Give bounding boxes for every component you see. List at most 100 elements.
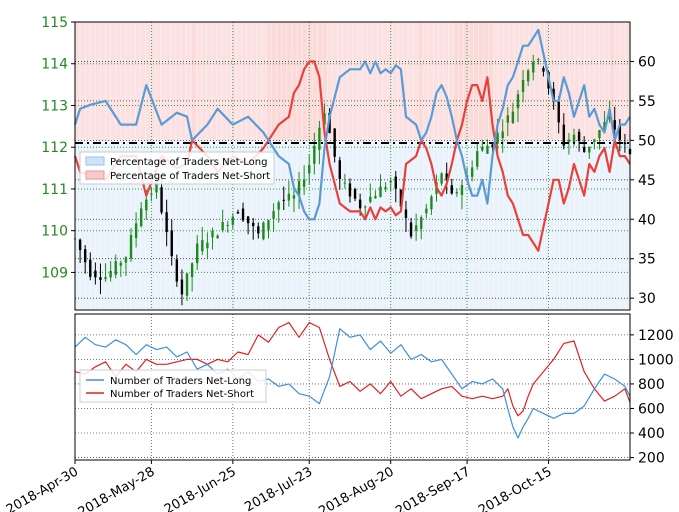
net-short-fill-segment (534, 22, 540, 141)
candle-body (211, 231, 214, 238)
net-short-fill-segment (347, 22, 354, 141)
net-long-fill-segment (191, 140, 197, 310)
candle-body (196, 243, 199, 264)
net-short-fill-segment (589, 22, 596, 141)
candle-body (358, 199, 362, 209)
net-short-fill-segment (488, 22, 495, 141)
net-short-fill-segment (145, 22, 152, 141)
net-short-fill-segment (206, 22, 212, 141)
net-short-fill-segment (90, 22, 96, 141)
net-long-fill-segment (211, 140, 217, 310)
candle-body (562, 124, 566, 146)
net-long-fill-segment (564, 140, 571, 310)
candle-body (104, 277, 107, 280)
candle-body (440, 173, 443, 184)
net-short-fill-segment (453, 22, 460, 141)
net-long-fill-segment (95, 140, 101, 310)
net-long-fill-segment (377, 140, 384, 310)
net-short-fill-segment (352, 22, 359, 141)
net-long-fill-segment (619, 140, 626, 310)
candle-body (582, 147, 586, 152)
net-short-fill-segment (609, 22, 616, 141)
net-short-fill-segment (529, 22, 535, 141)
candle-body (94, 270, 97, 278)
candle-body (379, 186, 382, 198)
net-long-fill-segment (160, 140, 167, 310)
net-long-fill-segment (312, 140, 318, 310)
candle-body (129, 235, 133, 259)
net-short-fill-segment (337, 22, 344, 141)
net-long-fill-segment (594, 140, 601, 310)
net-long-fill-segment (589, 140, 596, 310)
net-long-fill-segment (241, 140, 248, 310)
candle-body (532, 62, 535, 73)
candle-body (206, 242, 209, 249)
bottom-panel: 200 400 600 800 1000 1200 Number of Traders N… (74, 313, 674, 467)
net-long-fill-segment (539, 140, 545, 310)
net-long-fill-segment (216, 140, 222, 310)
date-tick-label: 2018-Jul-23 (242, 464, 315, 512)
net-short-fill-segment (579, 22, 586, 141)
percent-tick-label: 45 (638, 173, 656, 189)
net-long-fill-segment (397, 140, 404, 310)
legend-swatch-net-long (85, 156, 105, 166)
net-short-fill-segment (433, 22, 439, 141)
candle-body (389, 180, 392, 183)
net-short-fill-segment (428, 22, 434, 141)
candle-body (180, 279, 184, 295)
candle-body (486, 145, 489, 154)
net-long-fill-segment (508, 140, 515, 310)
candle-body (399, 189, 403, 207)
candle-body (506, 115, 509, 123)
net-short-fill-segment (180, 22, 187, 141)
net-short-fill-segment (251, 22, 258, 141)
date-tick-label: 2018-Oct-15 (476, 464, 554, 512)
net-short-fill-segment (594, 22, 601, 141)
percent-tick-label: 40 (638, 212, 656, 228)
net-long-fill-segment (186, 140, 192, 310)
net-long-fill-segment (513, 140, 520, 310)
net-long-fill-segment (135, 140, 142, 310)
candle-body (175, 259, 179, 282)
net-long-fill-segment (443, 140, 449, 310)
candle-body (445, 173, 448, 181)
net-long-fill-segment (327, 140, 333, 310)
candle-body (246, 216, 250, 224)
net-short-fill-segment (120, 22, 127, 141)
candle-body (338, 160, 341, 179)
date-tick-label: 2018-May-28 (76, 464, 158, 512)
net-short-fill-segment (150, 22, 157, 141)
net-long-fill-segment (584, 140, 591, 310)
net-short-fill-segment (226, 22, 233, 141)
net-long-fill-segment (493, 140, 500, 310)
net-long-fill-segment (251, 140, 258, 310)
net-short-fill-segment (271, 22, 278, 141)
net-short-fill-segment (392, 22, 399, 141)
net-long-fill-segment (624, 140, 631, 310)
candle-body (450, 185, 453, 194)
net-long-fill-segment (302, 140, 308, 310)
net-short-fill-segment (564, 22, 571, 141)
net-long-fill-segment (170, 140, 177, 310)
legend-swatch-net-short (85, 170, 105, 180)
net-long-fill-segment (105, 140, 111, 310)
date-tick-label: 2018-Sep-17 (393, 464, 473, 512)
price-tick-label: 110 (41, 224, 68, 240)
net-long-fill-segment (574, 140, 581, 310)
net-long-fill-segment (478, 140, 485, 310)
net-short-fill-segment (211, 22, 217, 141)
net-short-fill-segment (402, 22, 409, 141)
net-short-fill-segment (357, 22, 364, 141)
net-short-fill-segment (196, 22, 202, 141)
candle-body (277, 202, 280, 210)
candle-body (481, 146, 484, 151)
net-long-fill-segment (337, 140, 344, 310)
candle-body (542, 68, 545, 72)
candle-body (252, 222, 255, 227)
percent-tick-label: 30 (638, 291, 656, 307)
net-long-fill-segment (534, 140, 540, 310)
candle-body (420, 217, 423, 229)
net-long-fill-segment (196, 140, 202, 310)
net-short-fill-segment (377, 22, 384, 141)
candle-body (155, 181, 158, 193)
